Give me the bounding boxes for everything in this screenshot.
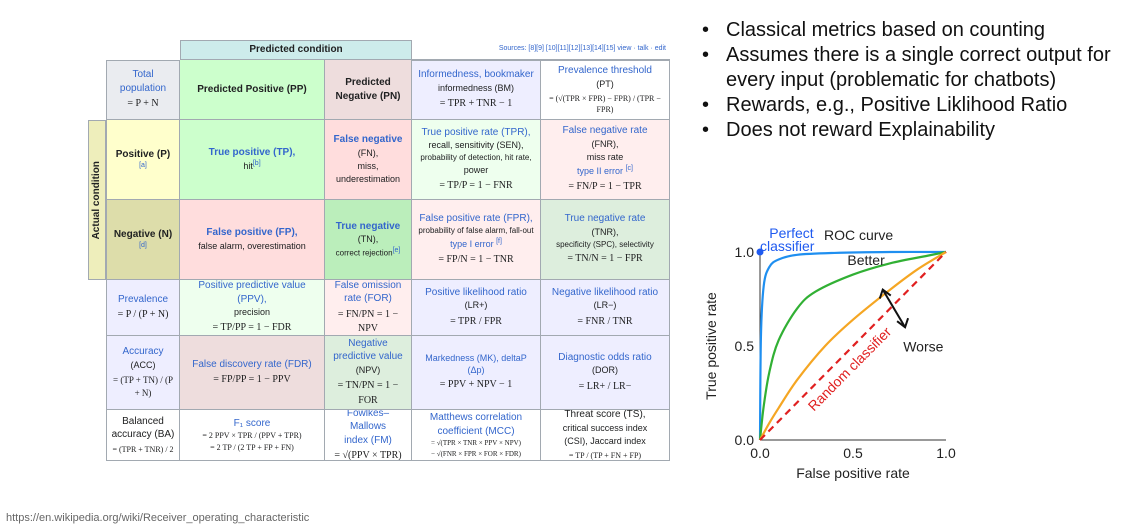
cell-prevalence-threshold: Prevalence threshold (PT) = (√(TPR × FPR…: [541, 60, 670, 120]
cell-threat-score: Threat score (TS), critical success inde…: [541, 410, 670, 461]
worse-label: Worse: [903, 339, 943, 355]
x-tick-label: 0.5: [843, 445, 863, 461]
header-predicted-condition: Predicted condition: [180, 40, 412, 60]
y-tick-label: 1.0: [735, 244, 755, 260]
chart-series: [758, 250, 947, 441]
cell-predicted-positive: Predicted Positive (PP): [180, 60, 325, 120]
cell-false-positive: False positive (FP), false alarm, overes…: [180, 200, 325, 280]
bullet-list: Classical metrics based on counting Assu…: [700, 18, 1130, 143]
bullet-item: Classical metrics based on counting: [700, 18, 1130, 43]
roc-series-line-0: [758, 250, 947, 441]
perfect-classifier-point: [756, 248, 764, 256]
roc-chart: 0.0 0.5 1.0 0.0 0.5 1.0 False positive rate Tru…: [694, 220, 962, 490]
cell-balanced-accuracy: Balanced accuracy (BA) = (TPR + TNR) / 2: [106, 410, 180, 461]
cell-prevalence: Prevalence = P / (P + N): [106, 280, 180, 336]
cell-predicted-negative: Predicted Negative (PN): [325, 60, 412, 120]
cell-false-positive-rate: False positive rate (FPR), probability o…: [412, 200, 541, 280]
roc-series-line-3: [759, 251, 947, 441]
cell-negative-likelihood-ratio: Negative likelihood ratio (LR−) = FNR / …: [541, 280, 670, 336]
bullet-item: Does not reward Explainability: [700, 118, 1130, 143]
perfect-classifier-label: Perfect: [769, 225, 813, 241]
cell-true-positive-rate: True positive rate (TPR), recall, sensit…: [412, 120, 541, 200]
y-tick-label: 0.5: [735, 338, 755, 354]
roc-series-line-2: [759, 251, 947, 441]
cell-negative: Negative (N) [d]: [106, 200, 180, 280]
source-url[interactable]: https://en.wikipedia.org/wiki/Receiver_o…: [6, 512, 310, 524]
chart-title: ROC curve: [824, 227, 893, 243]
cell-false-negative: False negative (FN), miss, underestimati…: [325, 120, 412, 200]
confusion-matrix-table: Predicted condition Sources: [8][9] [10]…: [88, 40, 670, 461]
arrowhead-up: [878, 287, 892, 299]
cell-informedness: Informedness, bookmaker informedness (BM…: [412, 60, 541, 120]
x-tick-label: 0.0: [750, 445, 770, 461]
roc-series-line-1: [758, 250, 947, 441]
x-axis-label: False positive rate: [796, 465, 910, 481]
cell-markedness: Markedness (MK), deltaP (Δp) = PPV + NPV…: [412, 336, 541, 410]
cell-accuracy: Accuracy (ACC) = (TP + TN) / (P + N): [106, 336, 180, 410]
sources-links[interactable]: Sources: [8][9] [10][11][12][13][14][15]…: [412, 40, 670, 60]
chart-background: [694, 220, 962, 490]
arrowhead-down: [896, 317, 910, 329]
x-tick-label: 1.0: [936, 445, 956, 461]
cell-true-positive: True positive (TP), hit[b]: [180, 120, 325, 200]
cell-fowlkes-mallows: Fowlkes–Mallows index (FM) = √(PPV × TPR…: [325, 410, 412, 461]
bullet-item: Rewards, e.g., Positive Liklihood Ratio: [700, 93, 1130, 118]
cell-f1-score: F₁ score = 2 PPV × TPR / (PPV + TPR) = 2…: [180, 410, 325, 461]
cell-positive: Positive (P) [a]: [106, 120, 180, 200]
bullet-item: Assumes there is a single correct output…: [700, 43, 1130, 93]
cell-false-negative-rate: False negative rate (FNR), miss rate typ…: [541, 120, 670, 200]
y-axis-label: True positive rate: [703, 292, 719, 400]
better-worse-arrow: [881, 289, 906, 328]
cell-total-population: Total population = P + N: [106, 60, 180, 120]
cell-false-omission-rate: False omission rate (FOR) = FN/PN = 1 − …: [325, 280, 412, 336]
cell-true-negative-rate: True negative rate (TNR), specificity (S…: [541, 200, 670, 280]
cell-positive-predictive-value: Positive predictive value (PPV), precisi…: [180, 280, 325, 336]
cell-negative-predictive-value: Negative predictive value (NPV) = TN/PN …: [325, 336, 412, 410]
y-tick-label: 0.0: [735, 432, 755, 448]
actual-condition-label: Actual condition: [88, 120, 106, 280]
cell-positive-likelihood-ratio: Positive likelihood ratio (LR+) = TPR / …: [412, 280, 541, 336]
cell-matthews-correlation: Matthews correlation coefficient (MCC) =…: [412, 410, 541, 461]
cell-diagnostic-odds-ratio: Diagnostic odds ratio (DOR) = LR+ / LR−: [541, 336, 670, 410]
cell-true-negative: True negative (TN), correct rejection[e]: [325, 200, 412, 280]
better-label: Better: [847, 252, 885, 268]
cell-false-discovery-rate: False discovery rate (FDR) = FP/PP = 1 −…: [180, 336, 325, 410]
perfect-classifier-label: classifier: [760, 238, 815, 254]
chart-axes: 0.0 0.5 1.0 0.0 0.5 1.0 False positive rate Tru…: [703, 244, 956, 481]
